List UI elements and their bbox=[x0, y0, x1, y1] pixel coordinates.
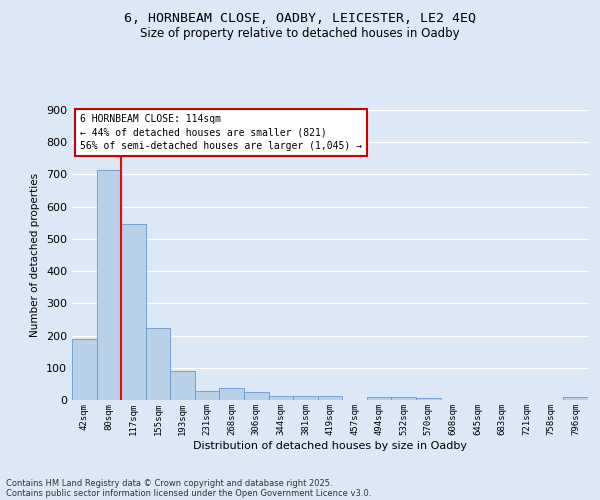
Text: Contains HM Land Registry data © Crown copyright and database right 2025.: Contains HM Land Registry data © Crown c… bbox=[6, 478, 332, 488]
Bar bbox=[244, 392, 269, 400]
Text: 6, HORNBEAM CLOSE, OADBY, LEICESTER, LE2 4EQ: 6, HORNBEAM CLOSE, OADBY, LEICESTER, LE2… bbox=[124, 12, 476, 26]
Bar bbox=[318, 396, 342, 400]
Bar bbox=[121, 224, 146, 400]
Bar bbox=[563, 397, 588, 400]
Text: Size of property relative to detached houses in Oadby: Size of property relative to detached ho… bbox=[140, 28, 460, 40]
Bar bbox=[391, 397, 416, 400]
Y-axis label: Number of detached properties: Number of detached properties bbox=[31, 173, 40, 337]
Text: 6 HORNBEAM CLOSE: 114sqm
← 44% of detached houses are smaller (821)
56% of semi-: 6 HORNBEAM CLOSE: 114sqm ← 44% of detach… bbox=[80, 114, 362, 151]
Bar bbox=[146, 328, 170, 400]
Bar bbox=[195, 391, 220, 400]
Text: Contains public sector information licensed under the Open Government Licence v3: Contains public sector information licen… bbox=[6, 488, 371, 498]
Bar bbox=[72, 339, 97, 400]
Bar bbox=[269, 396, 293, 400]
Bar bbox=[416, 398, 440, 400]
Bar bbox=[170, 371, 195, 400]
Bar bbox=[367, 398, 391, 400]
X-axis label: Distribution of detached houses by size in Oadby: Distribution of detached houses by size … bbox=[193, 440, 467, 450]
Bar bbox=[220, 388, 244, 400]
Bar bbox=[293, 396, 318, 400]
Bar bbox=[97, 170, 121, 400]
